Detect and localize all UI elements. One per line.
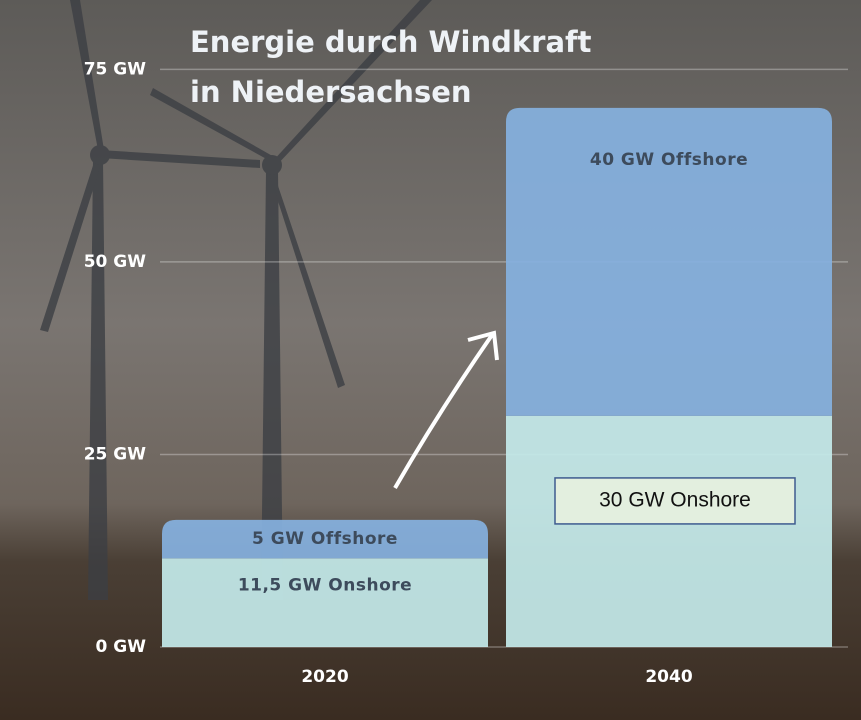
y-tick-label: 75 GW: [84, 59, 147, 79]
y-tick-label: 50 GW: [84, 252, 147, 272]
x-tick-label: 2040: [645, 667, 692, 687]
bar-segment: [506, 416, 832, 647]
chart-title: in Niedersachsen: [190, 75, 472, 109]
bar-segment: [162, 558, 488, 647]
chart: Energie durch Windkraft in Niedersachsen…: [0, 0, 861, 720]
chart-title: Energie durch Windkraft: [190, 25, 592, 59]
y-tick-label: 25 GW: [84, 444, 147, 464]
value-label: 11,5 GW Onshore: [238, 575, 412, 595]
x-tick-label: 2020: [301, 667, 348, 687]
value-label: 30 GW Onshore: [599, 488, 751, 511]
value-label: 40 GW Offshore: [590, 150, 748, 170]
y-tick-label: 0 GW: [96, 637, 147, 657]
value-label: 5 GW Offshore: [252, 529, 398, 549]
